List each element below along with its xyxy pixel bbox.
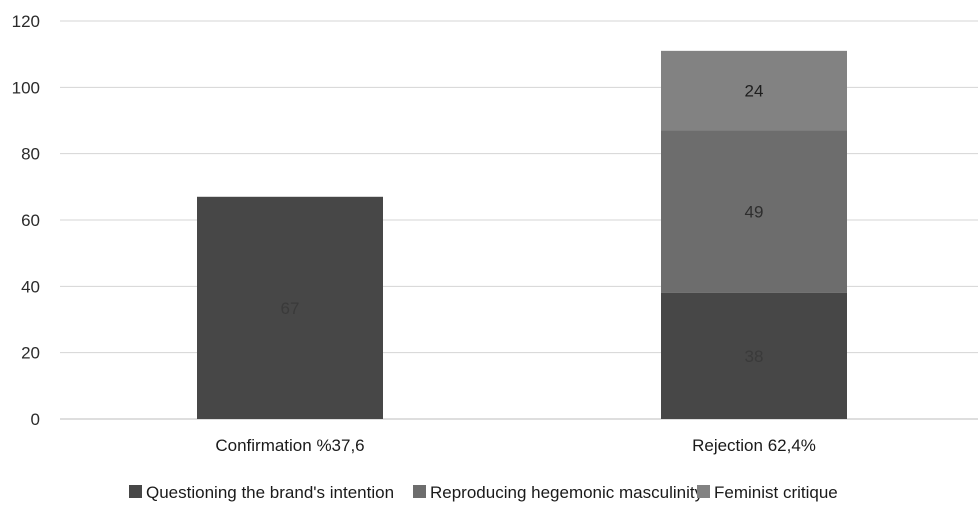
legend-swatch [129, 485, 142, 498]
y-axis-ticks: 0 20 40 60 80 100 120 [12, 12, 40, 429]
y-tick-label: 40 [21, 277, 40, 296]
x-axis-ticks: Confirmation %37,6 Rejection 62,4% [215, 436, 816, 455]
bar-segment [197, 196, 383, 419]
bar-segment [661, 292, 847, 419]
x-tick-label: Rejection 62,4% [692, 436, 816, 455]
y-tick-label: 120 [12, 12, 40, 31]
y-tick-label: 80 [21, 145, 40, 164]
data-label: 38 [745, 347, 764, 366]
legend-label: Feminist critique [714, 483, 838, 502]
data-label: 49 [745, 203, 764, 222]
data-labels: 67 38 49 24 [281, 82, 764, 366]
data-label: 24 [745, 82, 764, 101]
y-tick-label: 20 [21, 344, 40, 363]
y-tick-label: 100 [12, 78, 40, 97]
y-tick-label: 60 [21, 211, 40, 230]
bar-segment [661, 50, 847, 131]
bar-segment [661, 130, 847, 293]
x-tick-label: Confirmation %37,6 [215, 436, 364, 455]
legend-swatch [697, 485, 710, 498]
legend-label: Questioning the brand's intention [146, 483, 394, 502]
bars [197, 50, 847, 419]
legend-swatch [413, 485, 426, 498]
legend: Questioning the brand's intention Reprodu… [129, 483, 838, 502]
y-tick-label: 0 [31, 410, 40, 429]
legend-label: Reproducing hegemonic masculinity [430, 483, 704, 502]
data-label: 67 [281, 299, 300, 318]
